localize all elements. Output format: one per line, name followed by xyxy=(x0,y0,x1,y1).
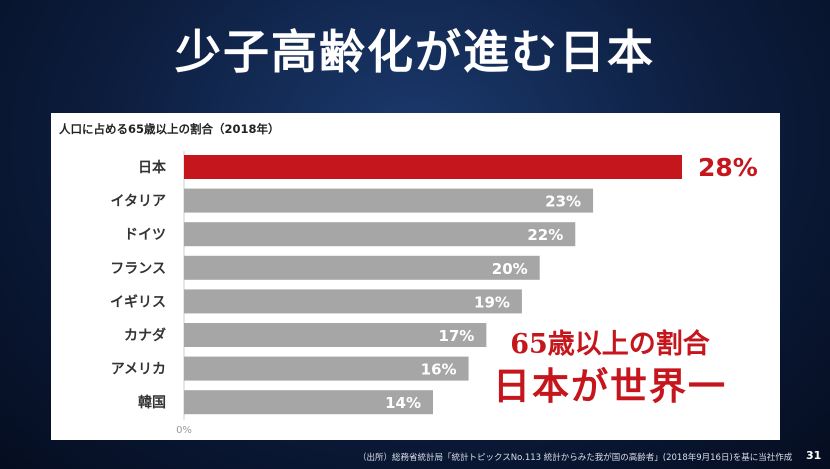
value-label-0: 28% xyxy=(698,153,758,182)
bar-chart: 日本 28% イタリア 23% ドイツ 22% フランス 20% イギリス 19% カナダ 17% アメ… xyxy=(110,151,758,436)
bar-5 xyxy=(184,323,487,347)
source-note: （出所）総務省統計局「統計トピックスNo.113 統計からみた我が国の高齢者」(… xyxy=(358,453,793,463)
page-number: 31 xyxy=(806,449,822,462)
bar-1 xyxy=(184,188,594,213)
value-label-7: 14% xyxy=(385,394,421,412)
category-label-7: 韓国 xyxy=(138,394,166,411)
category-label-2: ドイツ xyxy=(124,227,166,243)
callout: 65歳以上の割合 日本が世界一 xyxy=(460,327,760,409)
bar-6 xyxy=(184,356,469,381)
bar-4 xyxy=(184,289,522,314)
value-label-6: 16% xyxy=(421,361,457,379)
axis-origin-label: 0% xyxy=(176,425,192,436)
callout-line2: 日本が世界一 xyxy=(493,364,727,408)
value-label-1: 23% xyxy=(545,193,581,211)
value-label-3: 20% xyxy=(492,260,528,278)
value-label-4: 19% xyxy=(474,293,510,311)
value-label-2: 22% xyxy=(527,226,563,244)
category-label-3: フランス xyxy=(110,261,166,277)
callout-line1: 65歳以上の割合 xyxy=(510,329,710,360)
bar-7 xyxy=(184,390,433,415)
slide-title: 少子高齢化が進む日本 xyxy=(175,25,655,79)
bar-2 xyxy=(184,222,576,247)
category-label-4: イギリス xyxy=(110,293,166,310)
bar-0 xyxy=(184,155,682,179)
bar-3 xyxy=(184,255,540,280)
value-label-5: 17% xyxy=(438,327,474,345)
category-label-0: 日本 xyxy=(138,159,167,176)
chart-subtitle: 人口に占める65歳以上の割合（2018年） xyxy=(59,122,280,136)
category-label-6: アメリカ xyxy=(111,362,166,378)
chart-panel: 日本 28% イタリア 23% ドイツ 22% フランス 20% イギリス 19% カナダ 17% アメ… xyxy=(51,113,780,440)
category-label-5: カナダ xyxy=(124,327,166,344)
category-label-1: イタリア xyxy=(111,194,166,210)
